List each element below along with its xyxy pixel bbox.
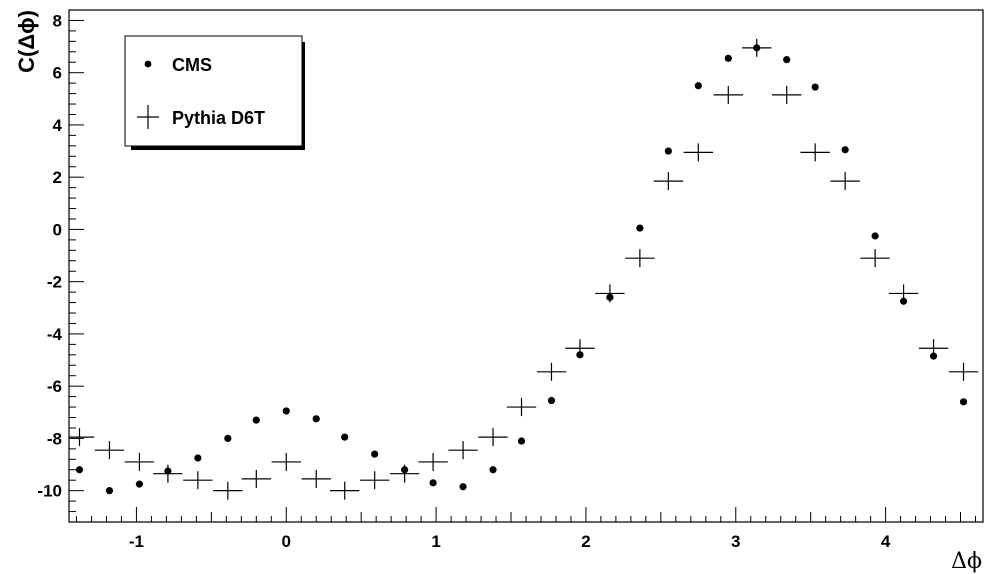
cms-point [841, 146, 849, 154]
cms-point [724, 54, 732, 62]
pythia-point [713, 85, 743, 104]
x-axis-tick-labels: -1 0 1 2 3 4 [129, 532, 891, 551]
x-tick-label: 1 [431, 532, 440, 551]
pythia-point [948, 362, 979, 381]
pythia-point [271, 452, 301, 471]
cms-point [899, 297, 908, 305]
pythia-point [183, 471, 213, 490]
x-tick-label: -1 [129, 532, 144, 551]
pythia-point [301, 469, 331, 488]
cms-point [959, 398, 968, 406]
cms-point [783, 56, 791, 64]
pythia-point [448, 441, 478, 460]
y-tick-label: 6 [53, 64, 62, 83]
y-tick-label: -6 [47, 377, 62, 396]
y-tick-label: 4 [53, 116, 63, 135]
cms-point [517, 437, 526, 445]
cms-point [636, 224, 644, 232]
pythia-point [418, 452, 448, 471]
cms-point [282, 407, 290, 415]
x-tick-label: 2 [581, 532, 590, 551]
y-tick-label: -8 [47, 429, 62, 448]
cms-point [547, 396, 556, 405]
x-tick-label: 4 [881, 532, 891, 551]
cms-point [371, 450, 379, 458]
x-axis-ticks [75, 507, 977, 522]
pythia-point [800, 143, 830, 162]
legend: CMS Pythia D6T [124, 35, 305, 150]
cms-point [489, 466, 497, 474]
x-tick-label: 0 [282, 532, 291, 551]
cms-point [459, 483, 467, 491]
cms-point [194, 454, 202, 462]
cms-point [341, 433, 349, 441]
y-axis-ticks [69, 9, 84, 523]
series-cms [75, 44, 968, 495]
cms-point [164, 467, 172, 475]
pythia-point [478, 428, 508, 447]
cms-point [576, 351, 584, 359]
cms-point [429, 479, 437, 487]
cms-point [105, 487, 114, 495]
pythia-point [683, 143, 713, 162]
y-tick-label: 8 [53, 11, 62, 30]
legend-cms-label: CMS [172, 55, 212, 75]
x-axis-title: Δϕ [951, 549, 982, 574]
legend-pythia-marker [137, 105, 159, 129]
y-tick-label: -10 [37, 482, 62, 501]
pythia-point [506, 398, 537, 417]
pythia-point [860, 249, 890, 268]
pythia-point [359, 471, 390, 490]
pythia-point [124, 452, 155, 471]
pythia-point [536, 362, 567, 381]
pythia-point [625, 249, 655, 268]
cms-point [664, 147, 672, 155]
y-tick-label: 2 [53, 168, 62, 187]
cms-point [871, 232, 879, 240]
cms-point [929, 352, 938, 360]
pythia-point [330, 481, 360, 500]
legend-cms-marker [144, 60, 152, 68]
y-axis-title: C(Δϕ) [14, 10, 39, 73]
y-tick-label: 0 [53, 220, 62, 239]
y-tick-label: -4 [47, 325, 63, 344]
pythia-point [653, 172, 684, 191]
cms-point [312, 415, 320, 423]
pythia-point [830, 172, 860, 191]
cms-point [252, 416, 260, 424]
legend-box [124, 35, 303, 147]
pythia-point [69, 428, 95, 447]
cms-point [401, 466, 409, 474]
y-axis-tick-labels: -10 -8 -6 -4 -2 0 2 4 6 8 [37, 11, 62, 500]
cms-point [75, 466, 84, 474]
pythia-point [213, 481, 243, 500]
cms-point [694, 82, 702, 90]
pythia-point [772, 85, 802, 104]
cms-point [753, 44, 761, 52]
cms-point [811, 83, 819, 91]
pythia-point [241, 469, 271, 488]
cms-point [135, 480, 144, 488]
cms-point [224, 434, 232, 443]
legend-pythia-label: Pythia D6T [172, 108, 265, 128]
cms-point [606, 293, 614, 301]
y-tick-label: -2 [47, 273, 62, 292]
pythia-point [94, 441, 125, 460]
x-tick-label: 3 [731, 532, 740, 551]
